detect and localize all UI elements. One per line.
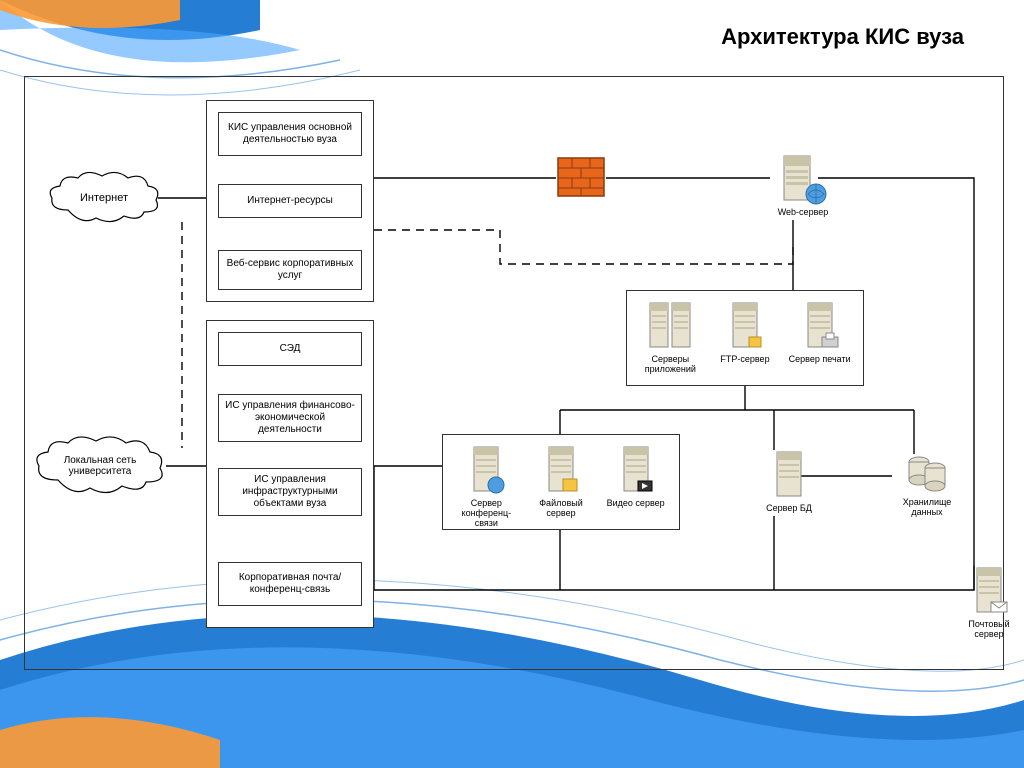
- box-infra-label: ИС управления инфраструктурными объектам…: [223, 474, 357, 510]
- ftp-server: FTP-сервер: [713, 299, 777, 365]
- server-icon: [800, 299, 840, 353]
- server-icon: [616, 443, 656, 497]
- server-icon: [769, 448, 809, 502]
- storage-label: Хранилище данных: [892, 498, 962, 518]
- conf-server-label: Сервер конференц-связи: [451, 499, 521, 529]
- print-server-label: Сервер печати: [785, 355, 855, 365]
- box-internet-resources: Интернет-ресурсы: [218, 184, 362, 218]
- cloud-internet-label: Интернет: [80, 192, 128, 204]
- mail-server: Почтовый сервер: [954, 564, 1024, 640]
- cloud-internet: Интернет: [44, 170, 164, 226]
- box-internet-resources-label: Интернет-ресурсы: [247, 195, 333, 207]
- db-server-label: Сервер БД: [754, 504, 824, 514]
- web-server: Web-сервер: [768, 150, 838, 218]
- box-mail-conf: Корпоративная почта/ конференц-связь: [218, 562, 362, 606]
- box-mail-conf-label: Корпоративная почта/ конференц-связь: [223, 572, 357, 596]
- box-finance: ИС управления финансово-экономической де…: [218, 394, 362, 442]
- ftp-server-label: FTP-сервер: [710, 355, 780, 365]
- mail-server-label: Почтовый сервер: [954, 620, 1024, 640]
- page-title: Архитектура КИС вуза: [721, 24, 964, 50]
- conf-server: Сервер конференц-связи: [454, 443, 518, 529]
- box-kis-main: КИС управления основной деятельностью ву…: [218, 112, 362, 156]
- server-icon: [778, 150, 828, 206]
- server-icon: [541, 443, 581, 497]
- server-icon: [466, 443, 506, 497]
- box-sed-label: СЭД: [280, 343, 301, 355]
- firewall-icon: [554, 150, 608, 209]
- video-server: Видео сервер: [604, 443, 668, 509]
- box-web-service-label: Веб-сервис корпоративных услуг: [223, 258, 357, 282]
- server-icon: [725, 299, 765, 353]
- web-server-label: Web-сервер: [768, 208, 838, 218]
- box-sed: СЭД: [218, 332, 362, 366]
- cloud-lan-label: Локальная сеть университета: [45, 455, 155, 477]
- box-web-service: Веб-сервис корпоративных услуг: [218, 250, 362, 290]
- file-server: Файловый сервер: [529, 443, 593, 519]
- app-server-label: Серверы приложений: [635, 355, 705, 375]
- cloud-lan: Локальная сеть университета: [30, 434, 170, 498]
- box-infra: ИС управления инфраструктурными объектам…: [218, 468, 362, 516]
- video-server-label: Видео сервер: [601, 499, 671, 509]
- storage: Хранилище данных: [892, 452, 962, 518]
- db-server: Сервер БД: [754, 448, 824, 514]
- box-finance-label: ИС управления финансово-экономической де…: [223, 400, 357, 436]
- server-icon: [646, 299, 694, 353]
- server-icon: [969, 564, 1009, 618]
- app-server: Серверы приложений: [638, 299, 702, 375]
- server-group-middle: Серверы приложений FTP-сервер Сервер печ…: [626, 290, 864, 386]
- box-kis-main-label: КИС управления основной деятельностью ву…: [223, 122, 357, 146]
- file-server-label: Файловый сервер: [526, 499, 596, 519]
- print-server: Сервер печати: [788, 299, 852, 365]
- cylinder-icon: [905, 452, 949, 496]
- server-group-bottom: Сервер конференц-связи Файловый сервер В…: [442, 434, 680, 530]
